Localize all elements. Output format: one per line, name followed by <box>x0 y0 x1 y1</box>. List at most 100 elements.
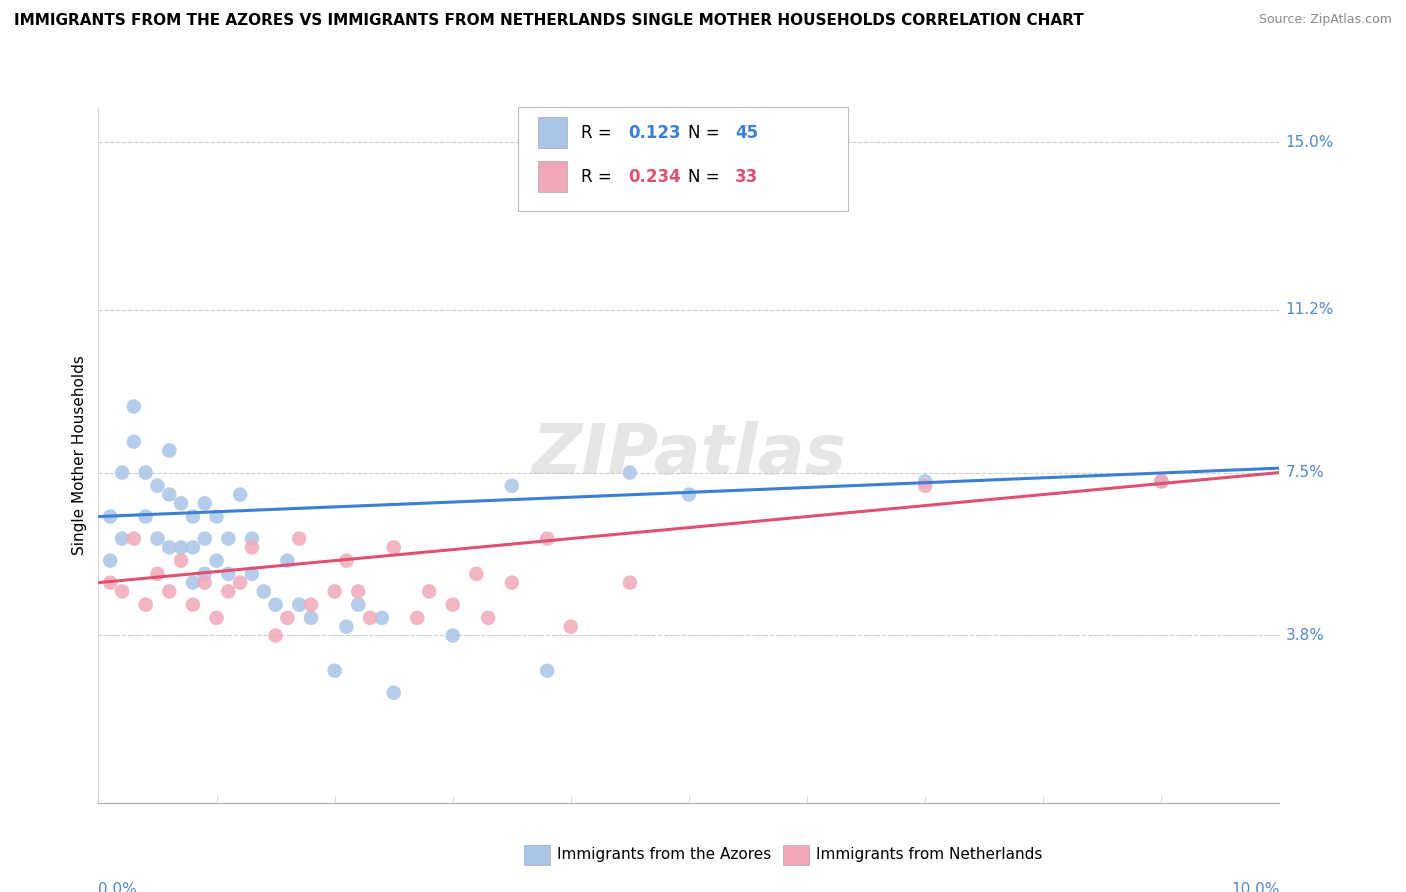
Point <box>217 566 239 581</box>
Point <box>170 553 193 567</box>
Point <box>335 620 357 634</box>
FancyBboxPatch shape <box>783 845 810 865</box>
Point <box>157 487 180 501</box>
Point <box>465 566 488 581</box>
Point <box>111 584 134 599</box>
Point <box>181 598 204 612</box>
Point <box>914 479 936 493</box>
FancyBboxPatch shape <box>517 107 848 211</box>
FancyBboxPatch shape <box>523 845 550 865</box>
Point <box>536 664 558 678</box>
Point <box>98 509 121 524</box>
Point <box>111 532 134 546</box>
Point <box>194 496 217 510</box>
Point <box>98 553 121 567</box>
Point <box>536 532 558 546</box>
Point <box>194 575 217 590</box>
Point <box>217 584 239 599</box>
Point <box>194 566 217 581</box>
Text: 33: 33 <box>735 168 758 186</box>
Point <box>181 509 204 524</box>
Point <box>194 532 217 546</box>
Point <box>122 400 145 414</box>
Text: 10.0%: 10.0% <box>1232 882 1279 892</box>
Point <box>240 541 263 555</box>
Point <box>276 553 298 567</box>
Point <box>914 475 936 489</box>
Point <box>382 686 405 700</box>
Text: Immigrants from Netherlands: Immigrants from Netherlands <box>817 847 1043 863</box>
Point <box>347 598 370 612</box>
Point <box>135 598 157 612</box>
Point <box>135 466 157 480</box>
Point <box>229 487 252 501</box>
Point <box>170 541 193 555</box>
Point <box>157 584 180 599</box>
Point <box>157 443 180 458</box>
FancyBboxPatch shape <box>537 117 567 148</box>
Point <box>288 598 311 612</box>
FancyBboxPatch shape <box>537 161 567 193</box>
Point <box>122 434 145 449</box>
Point <box>382 541 405 555</box>
Text: 11.2%: 11.2% <box>1285 302 1334 317</box>
Point <box>501 479 523 493</box>
Point <box>181 541 204 555</box>
Point <box>418 584 440 599</box>
Point <box>560 620 582 634</box>
Point <box>264 598 287 612</box>
Text: N =: N = <box>688 168 724 186</box>
Point <box>299 611 322 625</box>
Point <box>146 479 169 493</box>
Point <box>146 532 169 546</box>
Point <box>217 532 239 546</box>
Text: Source: ZipAtlas.com: Source: ZipAtlas.com <box>1258 13 1392 27</box>
Point <box>181 575 204 590</box>
Text: 0.234: 0.234 <box>628 168 682 186</box>
Text: IMMIGRANTS FROM THE AZORES VS IMMIGRANTS FROM NETHERLANDS SINGLE MOTHER HOUSEHOL: IMMIGRANTS FROM THE AZORES VS IMMIGRANTS… <box>14 13 1084 29</box>
Point <box>406 611 429 625</box>
Point <box>299 598 322 612</box>
Text: R =: R = <box>582 168 617 186</box>
Point <box>619 466 641 480</box>
Point <box>276 611 298 625</box>
Point <box>477 611 499 625</box>
Point <box>678 487 700 501</box>
Point <box>371 611 394 625</box>
Point <box>264 628 287 642</box>
Point <box>501 575 523 590</box>
Point <box>240 566 263 581</box>
Point <box>122 532 145 546</box>
Text: 15.0%: 15.0% <box>1285 135 1334 150</box>
Point <box>619 575 641 590</box>
Point <box>288 532 311 546</box>
Point <box>323 584 346 599</box>
Point <box>347 584 370 599</box>
Point <box>111 466 134 480</box>
Point <box>205 611 228 625</box>
Point <box>205 509 228 524</box>
Point <box>157 541 180 555</box>
Point <box>205 553 228 567</box>
Point <box>170 496 193 510</box>
Point <box>323 664 346 678</box>
Point <box>359 611 381 625</box>
Text: N =: N = <box>688 124 724 142</box>
Text: 0.123: 0.123 <box>628 124 682 142</box>
Text: 0.0%: 0.0% <box>98 882 138 892</box>
Point <box>441 598 464 612</box>
Point <box>146 566 169 581</box>
Text: ZIPatlas: ZIPatlas <box>531 421 846 489</box>
Y-axis label: Single Mother Households: Single Mother Households <box>72 355 87 555</box>
Text: 3.8%: 3.8% <box>1285 628 1324 643</box>
Point <box>98 575 121 590</box>
Point <box>253 584 276 599</box>
Text: R =: R = <box>582 124 617 142</box>
Point <box>1150 475 1173 489</box>
Point <box>1150 475 1173 489</box>
Point <box>441 628 464 642</box>
Text: Immigrants from the Azores: Immigrants from the Azores <box>557 847 770 863</box>
Point <box>135 509 157 524</box>
Text: 45: 45 <box>735 124 758 142</box>
Point <box>240 532 263 546</box>
